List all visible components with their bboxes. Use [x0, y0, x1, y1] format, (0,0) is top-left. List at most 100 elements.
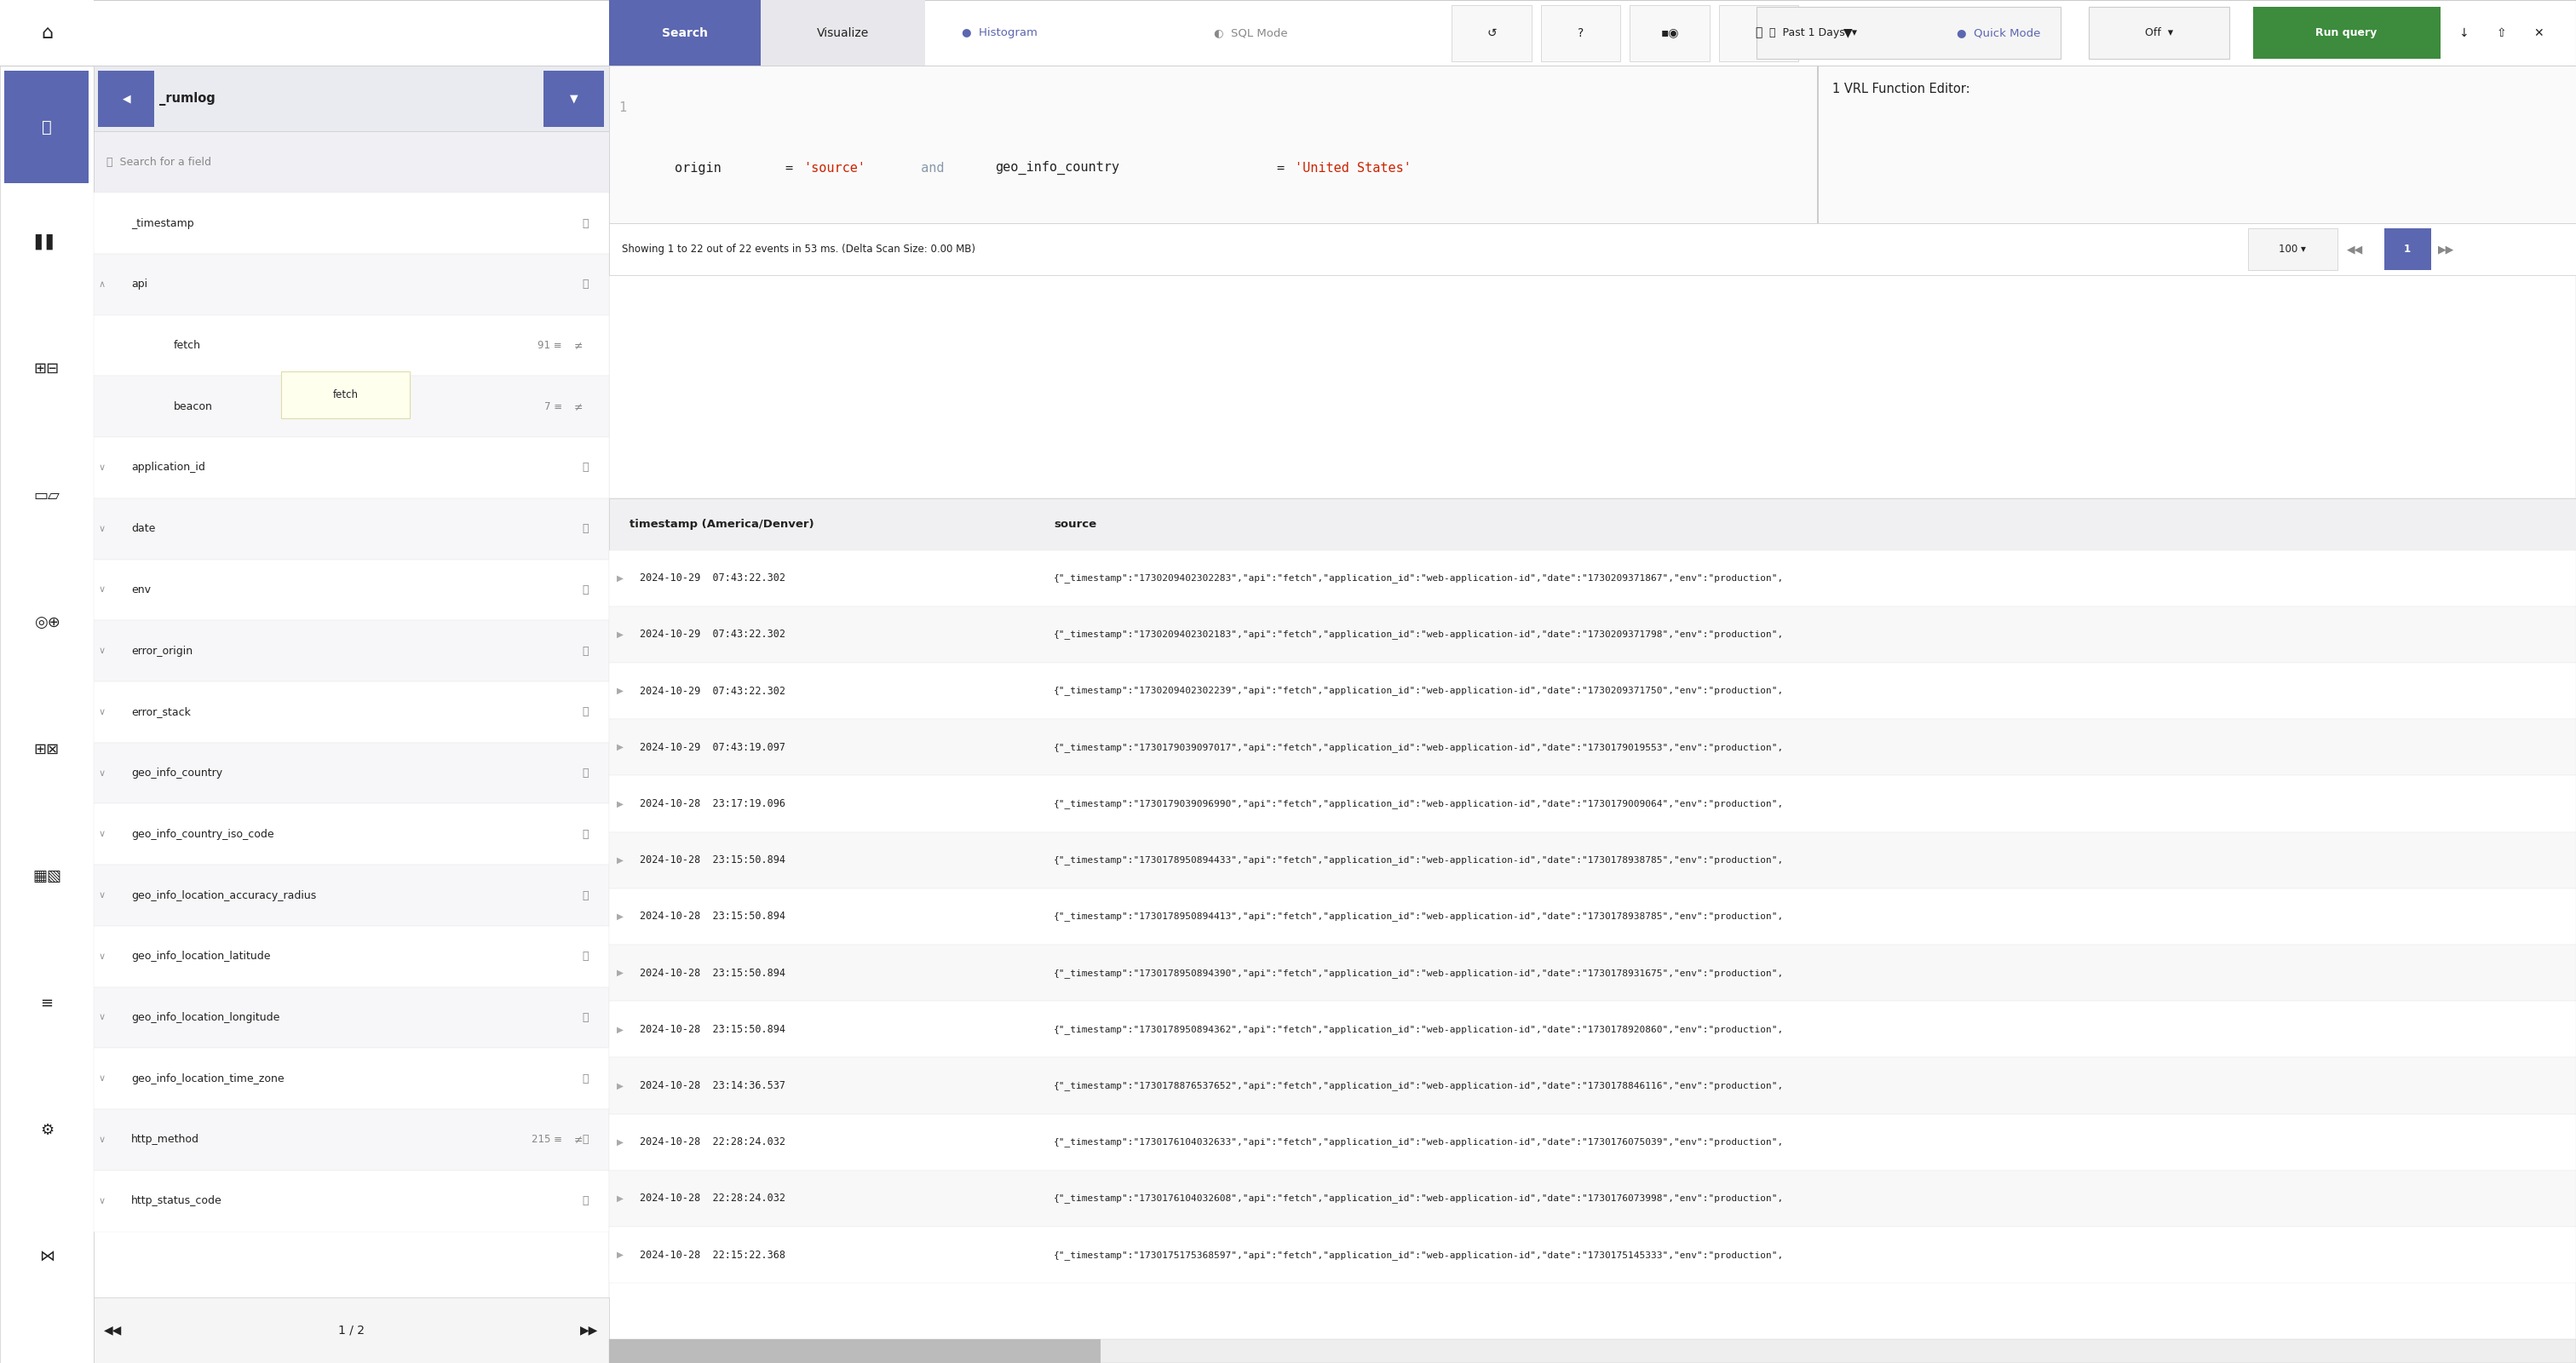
Text: ▶▶: ▶▶ [2437, 244, 2455, 255]
Text: 2024-10-29  07:43:22.302: 2024-10-29 07:43:22.302 [639, 628, 786, 641]
Text: ▶: ▶ [616, 687, 623, 695]
Text: Run query: Run query [2316, 27, 2378, 38]
Text: 🔍: 🔍 [1754, 27, 1762, 40]
Text: geo_info_location_latitude: geo_info_location_latitude [131, 951, 270, 962]
Text: Showing 1 to 22 out of 22 events in 53 ms. (Delta Scan Size: 0.00 MB): Showing 1 to 22 out of 22 events in 53 m… [621, 244, 976, 255]
Text: ●  Histogram: ● Histogram [961, 27, 1038, 38]
Text: ∨: ∨ [98, 891, 106, 900]
Text: ▶: ▶ [616, 1081, 623, 1090]
Bar [1030, 424, 1064, 492]
Text: ▶: ▶ [616, 743, 623, 751]
Text: ↺: ↺ [1486, 27, 1497, 40]
Text: ▶: ▶ [616, 856, 623, 864]
Text: application_id: application_id [131, 462, 206, 473]
Text: geo_info_location_accuracy_radius: geo_info_location_accuracy_radius [131, 890, 317, 901]
Text: ▼: ▼ [569, 93, 577, 104]
Text: ▶: ▶ [616, 912, 623, 921]
Text: ◀: ◀ [121, 93, 131, 104]
Text: 100 ▾: 100 ▾ [2280, 244, 2306, 255]
Text: 2024-10-28  22:28:24.032: 2024-10-28 22:28:24.032 [639, 1137, 786, 1148]
Text: {"_timestamp":"1730178950894433","api":"fetch","application_id":"web-application: {"_timestamp":"1730178950894433","api":"… [1054, 856, 1785, 864]
Text: {"_timestamp":"1730176104032633","api":"fetch","application_id":"web-application: {"_timestamp":"1730176104032633","api":"… [1054, 1138, 1785, 1146]
Text: ≠: ≠ [574, 339, 582, 352]
Text: ↓: ↓ [2458, 27, 2468, 40]
Text: ∨: ∨ [98, 769, 106, 777]
Text: 2024-10-28  22:15:22.368: 2024-10-28 22:15:22.368 [639, 1250, 786, 1261]
Text: {"_timestamp":"1730176104032608","api":"fetch","application_id":"web-application: {"_timestamp":"1730176104032608","api":"… [1054, 1194, 1785, 1204]
Text: ◀◀: ◀◀ [103, 1323, 121, 1336]
Text: ∨: ∨ [98, 525, 106, 533]
Text: {"_timestamp":"1730179039096990","api":"fetch","application_id":"web-application: {"_timestamp":"1730179039096990","api":"… [1054, 799, 1785, 808]
Text: ▶: ▶ [616, 1138, 623, 1146]
Text: {"_timestamp":"1730209402302239","api":"fetch","application_id":"web-application: {"_timestamp":"1730209402302239","api":"… [1054, 686, 1785, 695]
Text: ⋈: ⋈ [39, 1250, 54, 1265]
Text: 'source': 'source' [804, 162, 866, 174]
Text: ⓘ: ⓘ [582, 523, 590, 534]
Text: env: env [131, 585, 152, 596]
Text: 2024-10-28  23:15:50.894: 2024-10-28 23:15:50.894 [639, 1024, 786, 1035]
Text: _timestamp: _timestamp [131, 218, 193, 229]
Text: 2024-10-28  23:15:50.894: 2024-10-28 23:15:50.894 [639, 910, 786, 921]
Text: ▶: ▶ [616, 630, 623, 639]
Text: ⓘ: ⓘ [582, 218, 590, 229]
Text: origin: origin [675, 162, 721, 174]
Text: ∨: ∨ [98, 1013, 106, 1022]
Text: ▶: ▶ [616, 800, 623, 808]
Text: ⓘ: ⓘ [582, 1073, 590, 1084]
Text: ▶: ▶ [616, 1194, 623, 1202]
Text: ⓘ: ⓘ [582, 279, 590, 290]
Text: geo_info_country: geo_info_country [994, 161, 1121, 174]
Text: {"_timestamp":"1730209402302183","api":"fetch","application_id":"web-application: {"_timestamp":"1730209402302183","api":"… [1054, 630, 1785, 639]
Text: ∨: ∨ [98, 463, 106, 472]
Text: http_method: http_method [131, 1134, 198, 1145]
Bar [2329, 424, 2362, 492]
Text: 2024-10-28  23:14:36.537: 2024-10-28 23:14:36.537 [639, 1079, 786, 1092]
Bar [1777, 424, 1811, 492]
Text: ∨: ∨ [98, 707, 106, 717]
Bar [1149, 311, 1182, 492]
Text: ∧: ∧ [98, 279, 106, 289]
Text: {"_timestamp":"1730209402302283","api":"fetch","application_id":"web-application: {"_timestamp":"1730209402302283","api":"… [1054, 574, 1785, 583]
Text: ⓘ: ⓘ [582, 829, 590, 840]
Text: =: = [786, 162, 793, 174]
Text: ⚙: ⚙ [41, 1123, 54, 1138]
Text: ▦▧: ▦▧ [33, 868, 62, 885]
Text: {"_timestamp":"1730178950894390","api":"fetch","application_id":"web-application: {"_timestamp":"1730178950894390","api":"… [1054, 968, 1785, 977]
Text: ▪◉: ▪◉ [1662, 27, 1680, 40]
Text: error_origin: error_origin [131, 646, 193, 657]
Bar [1267, 469, 1301, 492]
Bar [1188, 446, 1221, 492]
Bar [1386, 469, 1419, 492]
Text: 2024-10-28  23:15:50.894: 2024-10-28 23:15:50.894 [639, 968, 786, 979]
Text: date: date [131, 523, 155, 534]
Text: 1 VRL Function Editor:: 1 VRL Function Editor: [1832, 83, 1971, 95]
Text: ⌂: ⌂ [41, 25, 54, 41]
Text: ⊞⊠: ⊞⊠ [33, 741, 59, 758]
Text: ∨: ∨ [98, 1197, 106, 1205]
Text: Visualize: Visualize [817, 27, 868, 40]
Text: 91 ≡: 91 ≡ [538, 339, 562, 352]
Text: geo_info_location_time_zone: geo_info_location_time_zone [131, 1073, 283, 1084]
Text: ▶: ▶ [616, 1251, 623, 1259]
Text: ◐  SQL Mode: ◐ SQL Mode [1213, 27, 1288, 38]
Text: geo_info_location_longitude: geo_info_location_longitude [131, 1011, 281, 1024]
Text: ▶: ▶ [616, 969, 623, 977]
Text: 1 / 2: 1 / 2 [337, 1323, 363, 1336]
Text: ▶: ▶ [616, 574, 623, 582]
Bar [912, 446, 945, 492]
Text: {"_timestamp":"1730178876537652","api":"fetch","application_id":"web-application: {"_timestamp":"1730178876537652","api":"… [1054, 1081, 1785, 1090]
Text: ≡: ≡ [41, 996, 54, 1011]
Text: source: source [1054, 518, 1097, 530]
Text: ⓘ: ⓘ [582, 585, 590, 596]
Text: ∨: ∨ [98, 1074, 106, 1084]
Text: ⏱  Past 1 Days  ▾: ⏱ Past 1 Days ▾ [1770, 27, 1857, 38]
Text: 2024-10-28  22:28:24.032: 2024-10-28 22:28:24.032 [639, 1193, 786, 1204]
Text: api: api [131, 279, 147, 290]
Text: ≠: ≠ [574, 401, 582, 412]
Text: ≠: ≠ [574, 1134, 582, 1145]
Text: ⓘ: ⓘ [582, 1011, 590, 1024]
Text: ⓘ: ⓘ [582, 1134, 590, 1145]
Bar [1896, 446, 1929, 492]
Text: ⇧: ⇧ [2496, 27, 2506, 40]
Text: ∨: ∨ [98, 1135, 106, 1144]
